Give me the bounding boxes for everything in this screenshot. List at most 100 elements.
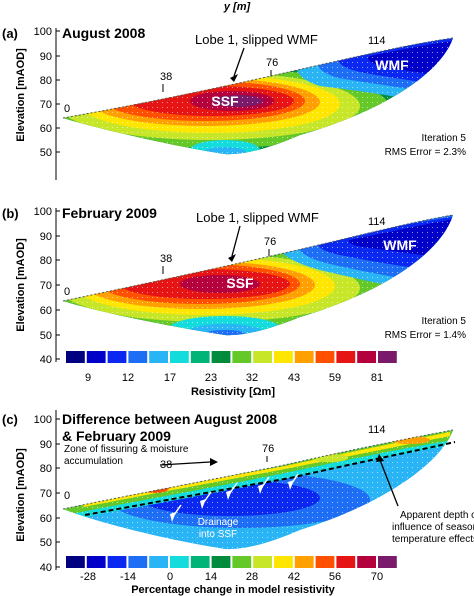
colorbar-swatch — [107, 351, 127, 363]
colorbar-tick-label: 81 — [371, 372, 383, 384]
colorbar-swatch — [315, 351, 335, 363]
arrow — [379, 459, 399, 507]
panel-c-marker-0: 0 — [64, 490, 70, 502]
panel-c-marker-114: 114 — [368, 424, 386, 436]
panel-c-ylabel: Elevation [mAOD] — [15, 448, 27, 542]
resistivity-colorbar — [66, 351, 397, 363]
panel-b-rms: RMS Error = 1.4% — [385, 330, 467, 341]
panel-c-fissuring-note-2: accumulation — [64, 456, 123, 467]
ytick-label: 90 — [40, 51, 52, 63]
resistivity-colorbar-ticks: 9 12 17 23 32 43 59 81 — [85, 372, 383, 384]
panel-a-marker-114: 114 — [368, 35, 386, 47]
panel-a-ground-surface — [62, 37, 454, 119]
colorbar-swatch — [211, 556, 231, 568]
panel-b-wmf-label: WMF — [383, 237, 417, 253]
ytick-label: 50 — [40, 330, 52, 342]
panel-c-drainage-arrows — [170, 473, 299, 522]
colorbar-tick-label: -28 — [80, 571, 96, 583]
colorbar-swatch — [336, 351, 356, 363]
ytick-label: 100 — [34, 206, 52, 218]
colorbar-tick-label: 43 — [288, 372, 300, 384]
colorbar-swatch — [357, 351, 376, 363]
panel-c-title-line1: Difference between August 2008 — [62, 411, 277, 427]
panel-b-title: February 2009 — [62, 205, 157, 221]
panel-a-label: (a) — [2, 26, 18, 41]
colorbar-swatch — [128, 351, 148, 363]
ytick-label: 60 — [40, 513, 52, 525]
panel-b-ground-surface — [62, 214, 454, 302]
panel-a-marker-0: 0 — [64, 103, 70, 115]
colorbar-tick-label: 0 — [167, 571, 173, 583]
ytick-label: 40 — [40, 354, 52, 366]
colorbar-tick-label: 23 — [205, 372, 217, 384]
panel-b-ylabel: Elevation [mAOD] — [15, 238, 27, 332]
arrowhead — [376, 454, 384, 462]
panel-a-resistivity-section — [63, 38, 453, 155]
panel-b-marker-38: 38 — [160, 253, 172, 265]
ytick-label: 50 — [40, 537, 52, 549]
colorbar-swatch — [211, 351, 231, 363]
panel-a-wmf-label: WMF — [375, 57, 409, 73]
panel-a-ssf-label: SSF — [211, 93, 239, 109]
panel-c-drainage-note-2: into SSF — [199, 529, 237, 540]
panel-c-ground-surface — [62, 429, 454, 510]
panel-a-lobe-annotation: Lobe 1, slipped WMF — [195, 32, 318, 47]
colorbar-swatch — [86, 556, 106, 568]
difference-colorbar-ticks: -28 -14 0 14 28 42 56 70 — [80, 571, 383, 583]
panel-a-ylabel: Elevation [mAOD] — [15, 48, 27, 142]
panel-c-label: (c) — [2, 412, 18, 427]
ytick-label: 100 — [34, 26, 52, 38]
colorbar-tick-label: 70 — [371, 571, 383, 583]
colorbar-swatch — [86, 351, 106, 363]
panel-c-yticks: 100 90 80 70 60 50 40 — [34, 414, 60, 574]
colorbar-swatch — [378, 556, 397, 568]
ytick-label: 60 — [40, 305, 52, 317]
panel-b-label: (b) — [2, 206, 19, 221]
panel-c-marker-76: 76 — [262, 443, 274, 455]
panel-b-yticks: 100 90 80 70 60 50 40 — [34, 206, 60, 366]
panel-c-fissuring-note-1: Zone of fissuring & moisture — [64, 444, 189, 455]
colorbar-tick-label: 17 — [164, 372, 176, 384]
top-axis-label: y [m] — [223, 1, 251, 13]
panel-c-depth-note-1: Apparent depth of — [400, 510, 474, 521]
colorbar-swatch — [170, 351, 189, 363]
panel-b-marker-0: 0 — [64, 286, 70, 298]
ytick-label: 70 — [40, 488, 52, 500]
colorbar-swatch — [274, 351, 293, 363]
colorbar-swatch — [190, 351, 210, 363]
panel-c-title-line2: & February 2009 — [62, 428, 171, 444]
colorbar-swatch — [149, 556, 168, 568]
ytick-label: 60 — [40, 123, 52, 135]
panel-a-arrow — [233, 47, 245, 77]
colorbar-tick-label: 59 — [329, 372, 341, 384]
colorbar-swatch — [128, 556, 148, 568]
colorbar-tick-label: 9 — [85, 372, 91, 384]
panel-c-depth-line — [84, 441, 456, 516]
ytick-label: 100 — [34, 414, 52, 426]
colorbar-swatch — [232, 556, 252, 568]
panel-a-iteration: Iteration 5 — [422, 133, 467, 144]
colorbar-swatch — [107, 556, 127, 568]
panel-a-rms: RMS Error = 2.3% — [385, 147, 467, 158]
ytick-label: 40 — [40, 562, 52, 574]
panel-b-lobe-annotation: Lobe 1, slipped WMF — [196, 210, 319, 225]
panel-c-depth-note-2: influence of seasonal — [392, 522, 474, 533]
colorbar-tick-label: -14 — [120, 571, 136, 583]
colorbar-swatch — [253, 556, 272, 568]
ytick-label: 70 — [40, 280, 52, 292]
panel-b-arrow — [231, 225, 241, 257]
panel-a-title: August 2008 — [62, 25, 145, 41]
panel-a: (a) August 2008 Elevation [mAOD] 100 90 … — [2, 25, 466, 180]
ytick-label: 80 — [40, 255, 52, 267]
panel-b-ssf-label: SSF — [226, 275, 254, 291]
colorbar-swatch — [66, 556, 85, 568]
ytick-label: 90 — [40, 439, 52, 451]
colorbar-swatch — [190, 556, 210, 568]
arrowhead — [210, 458, 218, 466]
colorbar-swatch — [274, 556, 293, 568]
panel-c-drainage-note-1: Drainage — [198, 517, 239, 528]
panel-b: (b) February 2009 Elevation [mAOD] 100 9… — [2, 205, 466, 366]
arrowhead — [228, 254, 236, 262]
panel-b-marker-114: 114 — [368, 216, 386, 228]
